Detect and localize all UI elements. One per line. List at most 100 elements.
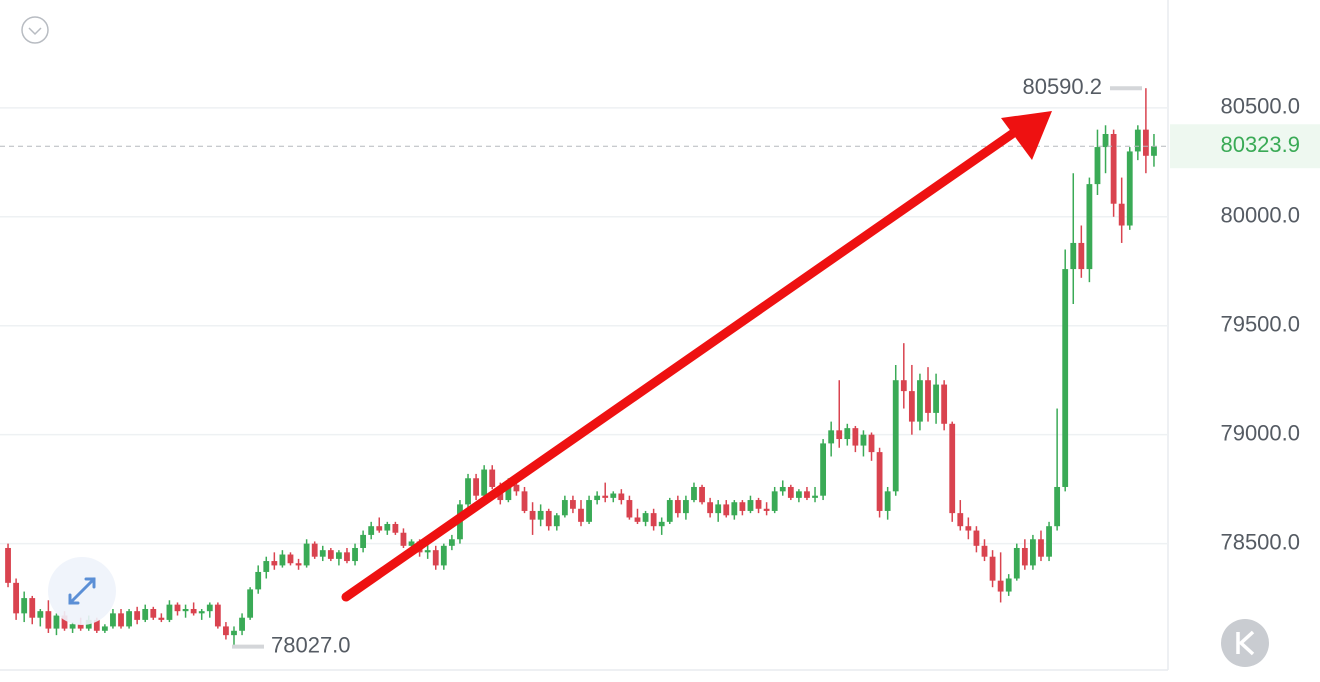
candle-body (1062, 269, 1069, 487)
candle-body (739, 502, 746, 511)
candle-body (561, 500, 568, 516)
candle-body (868, 434, 875, 453)
candle-body (594, 495, 601, 501)
candle-body (545, 510, 552, 527)
candle-body (828, 430, 835, 444)
candle-body (715, 504, 722, 514)
candle-body (134, 611, 141, 620)
candle-body (279, 554, 286, 566)
candle-body (1102, 134, 1109, 148)
candle-body (303, 543, 310, 566)
candle-body (1151, 146, 1157, 156)
candle-body (239, 617, 245, 631)
candle-body (1038, 539, 1044, 557)
candle-body (779, 486, 786, 492)
candle-body (981, 545, 988, 557)
candle-body (731, 502, 738, 516)
candle-body (61, 615, 68, 629)
candle-body (335, 552, 342, 559)
candle-body (521, 491, 528, 511)
candle-body (214, 604, 221, 627)
candle-body (174, 604, 181, 612)
candle-body (448, 539, 455, 546)
candle-body (1118, 203, 1125, 226)
candle-body (771, 491, 778, 511)
candle-body (384, 524, 391, 531)
candle-body (1134, 129, 1141, 152)
candle-body (1005, 578, 1012, 592)
candle-body (812, 495, 818, 498)
y-tick-label: 80000.0 (1220, 203, 1300, 228)
candle-body (142, 608, 149, 620)
candle-body (150, 608, 157, 618)
candle-body (69, 624, 76, 629)
candle-body (683, 500, 689, 514)
candle-body (1142, 129, 1149, 156)
candle-body (634, 517, 641, 522)
candle-body (570, 500, 576, 509)
high-label: 80590.2 (1022, 74, 1102, 99)
candle-body (489, 469, 496, 487)
candle-body (650, 513, 657, 527)
candle-body (674, 500, 681, 514)
trend-arrow (341, 111, 1052, 602)
icon-circle (1221, 619, 1269, 667)
candle-body (465, 478, 471, 505)
candle-body (836, 430, 843, 440)
k-button[interactable] (1221, 619, 1269, 667)
candle-body (223, 626, 229, 636)
candle-body (295, 563, 302, 566)
candle-body (795, 491, 802, 498)
candle-body (860, 434, 867, 446)
candle-body (126, 611, 132, 627)
overlay: 80323.9 80590.2 78027.0 (0, 74, 1320, 657)
candle-body (1054, 486, 1061, 527)
icon-arrows (68, 577, 96, 605)
candle-body (473, 478, 479, 496)
candles (5, 88, 1157, 647)
candle-body (5, 547, 11, 583)
candle-body (529, 510, 536, 520)
candle-body (376, 526, 383, 531)
last-price-badge (1170, 124, 1320, 169)
candle-body (1013, 547, 1020, 579)
candle-body (900, 380, 907, 392)
candle-body (13, 582, 20, 614)
candle-body (190, 608, 197, 614)
candle-body (642, 513, 649, 522)
candle-body (965, 526, 972, 531)
candle-body (957, 513, 964, 527)
candle-body (182, 608, 189, 612)
candle-body (45, 611, 52, 629)
y-tick-label: 79500.0 (1220, 312, 1300, 337)
candle-body (513, 484, 520, 492)
candle-body (723, 504, 730, 516)
last-price-label: 80323.9 (1220, 132, 1300, 157)
candle-body (118, 613, 124, 627)
candle-body (691, 486, 697, 501)
collapse-button[interactable] (21, 16, 49, 44)
candle-body (481, 469, 488, 496)
candle-body (110, 613, 116, 627)
candle-body (618, 493, 625, 501)
candle-body (360, 534, 367, 548)
candle-body (892, 380, 899, 492)
candle-body (1046, 526, 1052, 557)
candle-body (166, 604, 173, 620)
candle-body (949, 423, 956, 514)
candle-body (707, 502, 714, 514)
y-tick-label: 80500.0 (1220, 94, 1300, 119)
candle-body (763, 508, 770, 511)
icon-chevron (28, 27, 42, 36)
expand-button[interactable] (48, 557, 116, 625)
candle-body (933, 384, 939, 413)
candle-body (206, 604, 213, 612)
candle-body (231, 630, 237, 636)
candle-body (1021, 547, 1028, 566)
candle-body (29, 598, 36, 618)
candle-body (908, 391, 915, 422)
candle-body (666, 500, 673, 522)
candle-body (925, 380, 931, 413)
candle-body (586, 500, 592, 522)
